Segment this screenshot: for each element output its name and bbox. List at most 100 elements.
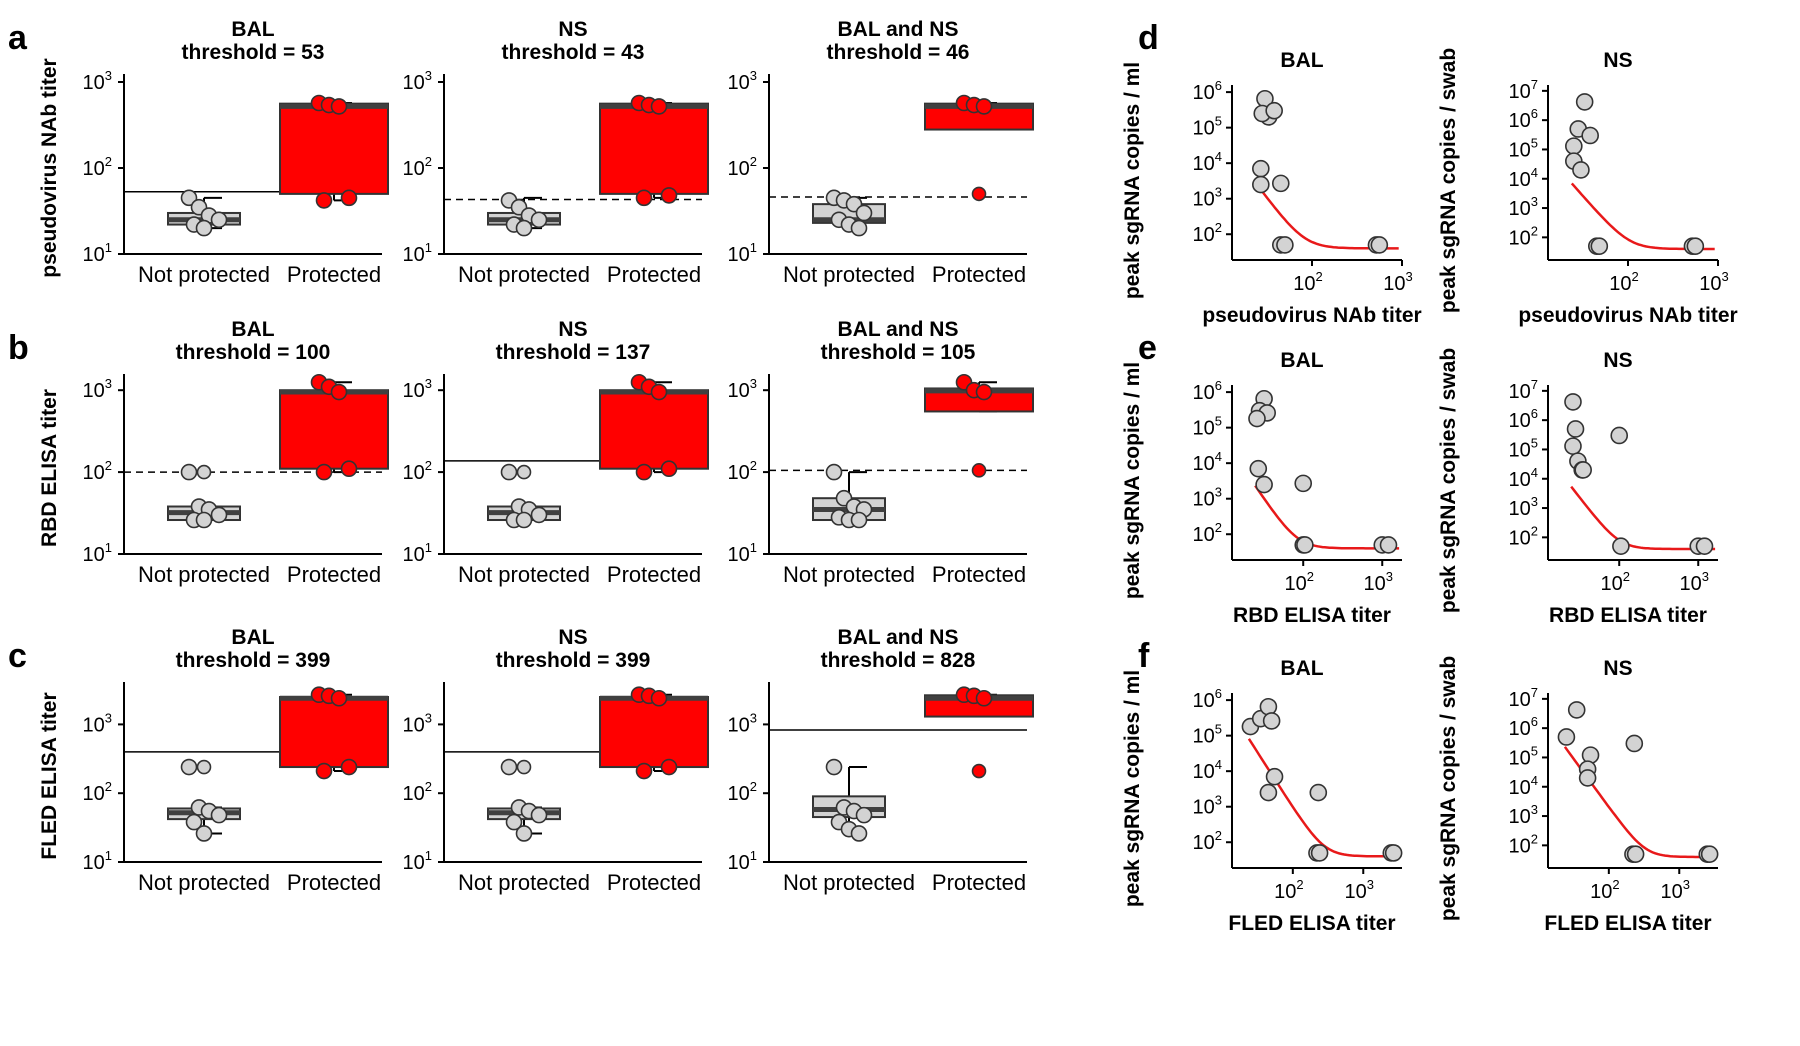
y-tick-label: 104 <box>1193 757 1222 783</box>
y-tick-label: 103 <box>1509 802 1538 828</box>
y-axis-label: peak sgRNA copies / ml <box>1121 362 1144 599</box>
chart-title: NS <box>1603 349 1632 372</box>
y-tick-label: 102 <box>728 154 757 180</box>
y-axis-label: pseudovirus NAb titer <box>38 58 61 277</box>
outlier-point <box>196 759 212 775</box>
y-tick-label: 101 <box>403 848 432 874</box>
outlier-point <box>971 763 987 779</box>
data-point <box>500 758 518 776</box>
y-axis-label: FLED ELISA titer <box>38 692 61 859</box>
x-category-label: Not protected <box>138 562 270 587</box>
data-point <box>1590 237 1609 255</box>
data-point <box>515 219 533 237</box>
box <box>599 102 709 195</box>
data-point <box>975 98 993 115</box>
data-point <box>855 806 873 824</box>
data-point <box>635 189 653 207</box>
data-point <box>1265 101 1283 120</box>
data-point <box>1578 769 1597 787</box>
x-tick-label: 103 <box>1680 569 1709 595</box>
x-category-label: Protected <box>932 262 1026 287</box>
data-point <box>1370 236 1389 254</box>
x-tick-label: 103 <box>1345 877 1374 903</box>
chart-title: NS <box>1603 49 1632 72</box>
chart-title: BAL and NS <box>838 318 959 341</box>
group-protected: Protected <box>599 373 709 587</box>
x-category-label: Protected <box>932 870 1026 895</box>
x-category-label: Protected <box>607 262 701 287</box>
y-tick-label: 102 <box>403 458 432 484</box>
y-tick-label: 106 <box>1193 378 1222 404</box>
y-tick-label: 103 <box>728 68 757 94</box>
data-point <box>180 758 198 776</box>
data-point <box>515 511 533 529</box>
y-tick-label: 105 <box>1509 135 1538 161</box>
data-point <box>315 762 333 780</box>
data-point <box>315 192 333 209</box>
y-tick-label: 104 <box>1509 465 1538 491</box>
data-point <box>210 211 228 229</box>
y-axis-label: peak sgRNA copies / swab <box>1437 48 1460 313</box>
x-category-label: Not protected <box>458 870 590 895</box>
data-point <box>1625 734 1644 753</box>
y-tick-label: 102 <box>403 154 432 180</box>
data-point <box>1265 767 1284 786</box>
data-point <box>530 506 548 524</box>
x-category-label: Protected <box>287 262 381 287</box>
data-point <box>195 511 213 529</box>
data-point <box>515 825 533 842</box>
data-point <box>1262 712 1281 730</box>
y-tick-label: 103 <box>83 68 112 94</box>
chart-subtitle: threshold = 399 <box>176 649 331 672</box>
x-category-label: Not protected <box>458 262 590 287</box>
chart-title: BAL <box>1280 349 1323 372</box>
data-point <box>210 506 228 524</box>
y-tick-label: 103 <box>403 68 432 94</box>
data-point <box>180 189 198 207</box>
outlier-point <box>971 463 987 478</box>
data-point <box>330 689 348 707</box>
x-category-label: Protected <box>607 562 701 587</box>
x-axis-label: FLED ELISA titer <box>1544 912 1711 935</box>
chart-title: BAL <box>231 626 274 649</box>
chart-subtitle: threshold = 46 <box>827 41 970 64</box>
x-category-label: Protected <box>287 562 381 587</box>
y-tick-label: 103 <box>1193 793 1222 819</box>
data-point <box>195 825 213 842</box>
data-point <box>975 689 993 707</box>
y-tick-label: 102 <box>728 458 757 484</box>
chart-subtitle: threshold = 53 <box>182 41 325 64</box>
chart-title: BAL <box>1280 657 1323 680</box>
chart-subtitle: threshold = 105 <box>821 341 976 364</box>
data-point <box>1564 437 1582 455</box>
x-category-label: Not protected <box>783 262 915 287</box>
x-tick-label: 102 <box>1600 569 1629 595</box>
panel-d-ns: NS peak sgRNA copies / swab pseudovirus NA… <box>1437 48 1738 327</box>
x-axis-label: pseudovirus NAb titer <box>1518 304 1737 327</box>
data-point <box>1572 161 1590 179</box>
data-point <box>635 463 653 481</box>
y-tick-label: 102 <box>403 779 432 805</box>
y-tick-label: 103 <box>728 710 757 736</box>
chart-title: NS <box>558 626 587 649</box>
box <box>599 696 709 769</box>
data-point <box>1700 845 1719 863</box>
data-point <box>660 758 678 776</box>
group-protected: Protected <box>924 373 1034 587</box>
y-tick-label: 103 <box>403 710 432 736</box>
y-tick-label: 102 <box>1193 220 1222 246</box>
data-point <box>660 187 678 204</box>
panel-label-e: e <box>1138 329 1157 367</box>
data-point <box>635 762 653 780</box>
y-tick-label: 102 <box>1193 828 1222 854</box>
y-tick-label: 105 <box>1193 414 1222 440</box>
y-tick-label: 104 <box>1509 773 1538 799</box>
data-point <box>1296 536 1314 554</box>
x-category-label: Protected <box>607 870 701 895</box>
